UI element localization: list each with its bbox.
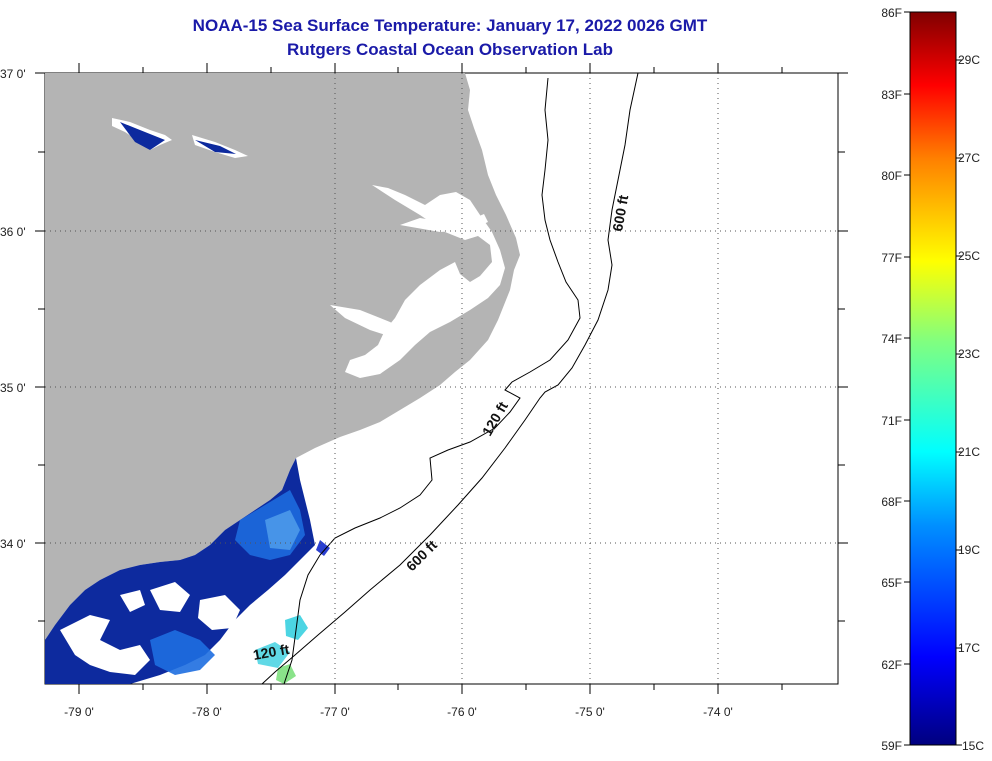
lon-label: -74 0'	[703, 705, 733, 719]
colorbar-c-label: 21C	[958, 445, 980, 459]
map-title: NOAA-15 Sea Surface Temperature: January…	[192, 16, 708, 35]
lon-label: -78 0'	[192, 705, 222, 719]
colorbar-f-label: 74F	[881, 332, 902, 346]
contour-label-120-south: 120 ft	[252, 641, 291, 663]
graticule	[45, 73, 838, 684]
colorbar-f-label: 62F	[881, 658, 902, 672]
colorbar-f-label: 59F	[881, 739, 902, 753]
lat-label: 36 0'	[0, 225, 26, 239]
colorbar-f-label: 86F	[881, 6, 902, 20]
colorbar-c-label: 27C	[958, 151, 980, 165]
contour-600ft	[261, 73, 639, 684]
colorbar-c-label: 15C	[962, 739, 984, 753]
contour-label-600-north: 600 ft	[609, 193, 631, 232]
colorbar: 86F 83F 80F 77F 74F 71F 68F 65F 62F 59F …	[881, 6, 984, 753]
pamlico-sound	[345, 185, 505, 378]
contour-120ft	[283, 77, 581, 684]
neuse-river	[330, 305, 405, 338]
lon-label: -77 0'	[320, 705, 350, 719]
colorbar-c-label: 19C	[958, 543, 980, 557]
lat-label: 34 0'	[0, 537, 26, 551]
colorbar-c-label: 23C	[958, 347, 980, 361]
axis-ticks	[35, 63, 848, 694]
colorbar-c-label: 17C	[958, 641, 980, 655]
lon-label: -79 0'	[64, 705, 94, 719]
lon-label: -75 0'	[575, 705, 605, 719]
colorbar-f-label: 77F	[881, 251, 902, 265]
colorbar-c-label: 25C	[958, 249, 980, 263]
colorbar-f-label: 83F	[881, 88, 902, 102]
colorbar-f-label: 71F	[881, 414, 902, 428]
lat-label: 35 0'	[0, 381, 26, 395]
colorbar-c-label: 29C	[958, 53, 980, 67]
albemarle-sound	[400, 214, 488, 232]
lon-label: -76 0'	[447, 705, 477, 719]
sst-data-coverage	[45, 122, 330, 684]
land-mass	[45, 73, 520, 640]
colorbar-f-label: 65F	[881, 576, 902, 590]
lat-label: 37 0'	[0, 67, 26, 81]
map-subtitle: Rutgers Coastal Ocean Observation Lab	[287, 40, 613, 59]
colorbar-f-label: 80F	[881, 169, 902, 183]
colorbar-f-label: 68F	[881, 495, 902, 509]
